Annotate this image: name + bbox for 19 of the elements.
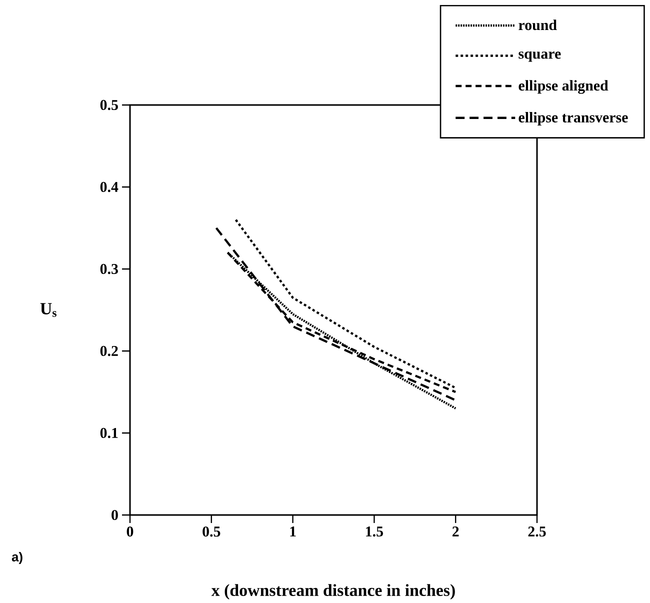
x-tick-label: 2 (452, 526, 459, 537)
y-tick-label: 0.5 (100, 100, 118, 110)
x-tick-label: 0.5 (202, 526, 220, 537)
x-tick-label: 1.5 (366, 526, 383, 537)
legend-label: ellipse aligned (518, 80, 608, 94)
x-axis-title: x (downstream distance in inches) (211, 584, 455, 600)
legend-label: square (518, 52, 561, 62)
text: a) (12, 552, 22, 564)
y-tick-label: 0.4 (100, 182, 118, 192)
legend-label: round (518, 20, 557, 30)
x-tick-label: 1 (290, 526, 296, 536)
y-tick-label: 0.3 (100, 264, 118, 274)
y-tick-label: 0.1 (100, 428, 118, 438)
x-tick-label: 2.5 (528, 526, 546, 537)
y-axis-title: U$_{s}$ (40, 303, 56, 317)
y-tick-label: 0 (112, 510, 118, 520)
y-tick-label: 0.2 (100, 346, 118, 356)
legend-label: ellipse transverse (518, 112, 628, 126)
x-tick-label: 0 (126, 526, 134, 537)
